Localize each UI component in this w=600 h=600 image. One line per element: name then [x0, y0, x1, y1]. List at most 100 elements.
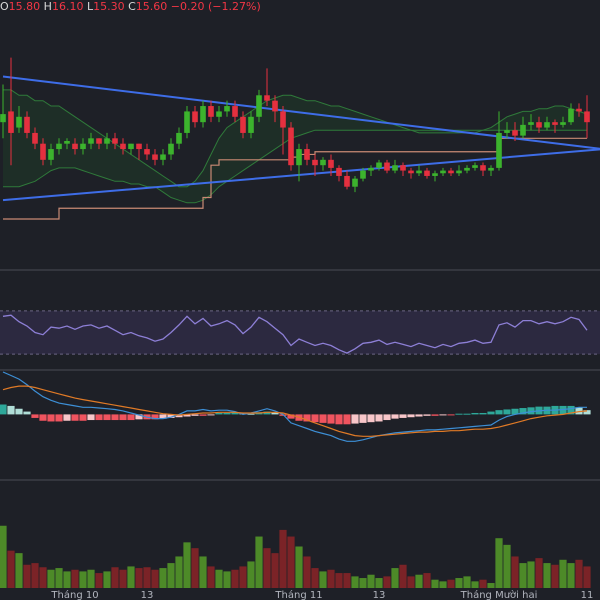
macd-histogram-bar: [559, 405, 567, 415]
macd-histogram-bar: [479, 412, 487, 415]
volume-bar: [319, 571, 327, 588]
volume-bar: [7, 550, 15, 588]
volume-bar: [383, 576, 391, 588]
macd-histogram-bar: [567, 405, 575, 415]
candle: [248, 111, 254, 139]
candle-body: [208, 106, 214, 117]
candle: [376, 159, 382, 171]
volume-bar: [375, 578, 383, 588]
candle-body: [520, 124, 526, 136]
volume-bar: [79, 571, 87, 588]
volume-bar: [15, 553, 23, 588]
candle-body: [280, 111, 286, 128]
volume-bar: [487, 583, 495, 588]
macd-histogram-bar: [447, 414, 455, 416]
high-label: H: [43, 0, 52, 13]
candle-body: [368, 167, 374, 171]
macd-histogram-bar: [367, 414, 375, 423]
candle: [368, 165, 374, 176]
candle-body: [384, 162, 390, 171]
candle: [424, 167, 430, 179]
x-axis-label: Tháng 10: [50, 589, 98, 600]
x-axis-label: 13: [373, 590, 386, 600]
candle: [272, 95, 278, 123]
candle: [200, 100, 206, 128]
macd-histogram-bar: [39, 414, 47, 421]
candle-body: [456, 170, 462, 174]
candle-body: [104, 138, 110, 144]
candle: [304, 143, 310, 166]
candle: [120, 138, 126, 155]
macd-signal-line: [2, 385, 588, 437]
candle: [136, 143, 142, 160]
rsi-band: [0, 310, 600, 355]
macd-histogram-bar: [527, 407, 535, 415]
rsi-pane: [0, 310, 600, 355]
candle: [352, 175, 358, 193]
change-value: −0.20 (−1.27%): [170, 0, 261, 13]
candle: [512, 122, 518, 141]
macd-histogram-bar: [519, 408, 527, 415]
macd-histogram-bar: [199, 414, 207, 416]
macd-histogram-bar: [31, 414, 39, 418]
volume-bar: [583, 566, 591, 588]
volume-bar: [423, 573, 431, 588]
volume-bar: [175, 556, 183, 588]
macd-histogram-bar: [151, 414, 159, 420]
volume-bar: [0, 525, 7, 588]
candle: [112, 132, 118, 150]
volume-bar: [391, 568, 399, 588]
candle: [504, 122, 510, 139]
volume-bar: [127, 566, 135, 588]
candle-body: [16, 116, 22, 128]
candle-body: [448, 170, 454, 174]
candle: [432, 170, 438, 182]
candle: [568, 103, 574, 125]
candle-body: [64, 141, 70, 144]
volume-bar: [343, 573, 351, 588]
candle: [152, 149, 158, 166]
candle: [392, 159, 398, 174]
candle: [544, 116, 550, 131]
macd-histogram-bar: [287, 414, 295, 419]
macd-histogram-bar: [7, 405, 15, 415]
volume-bar: [87, 569, 95, 588]
candle-body: [336, 167, 342, 176]
candle-body: [40, 143, 46, 160]
macd-histogram-bar: [351, 414, 359, 424]
candle-body: [0, 114, 6, 123]
macd-histogram-bar: [191, 414, 199, 416]
macd-histogram-bar: [127, 414, 135, 421]
macd-histogram-bar: [495, 410, 503, 415]
candle-body: [576, 108, 582, 112]
candle: [312, 154, 318, 176]
volume-bar: [303, 556, 311, 588]
macd-histogram-bar: [271, 412, 279, 415]
trendlines: [2, 75, 600, 202]
candle: [224, 100, 230, 117]
cloud-upper-line: [3, 89, 588, 188]
candle: [144, 143, 150, 160]
macd-histogram-bar: [239, 412, 247, 415]
candle: [280, 106, 286, 155]
candle-body: [8, 111, 14, 133]
candle: [488, 165, 494, 176]
volume-bar: [295, 546, 303, 588]
volume-bar: [367, 574, 375, 588]
candle: [256, 89, 262, 123]
volume-bar: [271, 553, 279, 588]
candle-body: [496, 132, 502, 168]
candle-body: [392, 165, 398, 171]
candle-body: [528, 122, 534, 125]
volume-bar: [511, 556, 519, 588]
volume-bar: [463, 576, 471, 588]
macd-histogram-bar: [415, 414, 423, 417]
volume-bar: [503, 544, 511, 588]
volume-bar: [327, 569, 335, 588]
volume-bar: [95, 573, 103, 588]
candle: [480, 162, 486, 176]
x-axis-labels: Tháng 10 13 Tháng 11 13 Tháng Mười hai 11: [50, 589, 593, 600]
candle-body: [352, 178, 358, 187]
volume-bar: [543, 563, 551, 588]
